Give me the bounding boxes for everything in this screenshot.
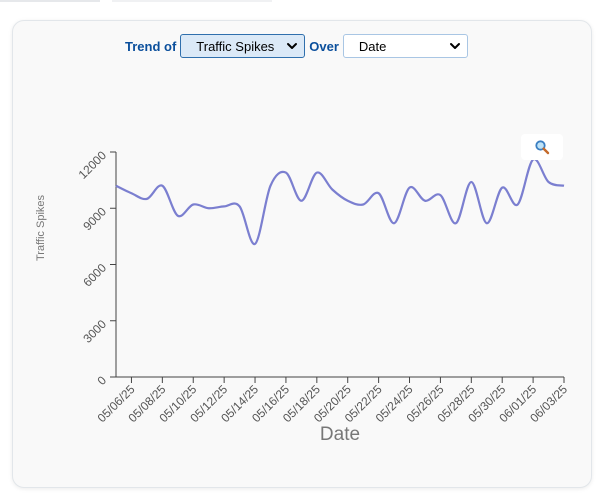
tab-strip-left[interactable] <box>0 0 100 2</box>
zoom-button[interactable] <box>521 134 563 160</box>
magnifier-icon <box>535 140 550 155</box>
x-ticks: 05/06/2505/08/2505/10/2505/12/2505/14/25… <box>95 377 570 425</box>
top-tabs <box>0 0 300 3</box>
chevron-down-icon <box>449 43 460 49</box>
y-tick-label: 3000 <box>80 317 109 346</box>
x-axis-title: Date <box>320 424 360 445</box>
y-ticks: 0 3000 6000 9000 12000 <box>76 148 116 388</box>
chevron-down-icon <box>287 43 298 49</box>
tab-strip-right[interactable] <box>112 0 272 2</box>
series-line <box>115 158 565 245</box>
y-axis-title: Traffic Spikes <box>35 194 47 261</box>
y-tick-label: 9000 <box>80 204 109 233</box>
trend-select[interactable]: Traffic Spikes <box>180 34 306 58</box>
trend-label: Trend of <box>125 38 177 54</box>
y-tick-label: 0 <box>94 373 109 388</box>
chart-controls: Trend of Traffic Spikes Over Date <box>123 33 468 59</box>
axes <box>115 152 564 378</box>
y-tick-label: 6000 <box>80 260 109 289</box>
over-label: Over <box>309 38 339 54</box>
y-tick-label: 12000 <box>76 148 110 182</box>
trend-select-value: Traffic Spikes <box>196 38 275 54</box>
over-select[interactable]: Date <box>342 34 468 58</box>
chart-card <box>12 20 592 488</box>
over-select-value: Date <box>358 38 387 54</box>
